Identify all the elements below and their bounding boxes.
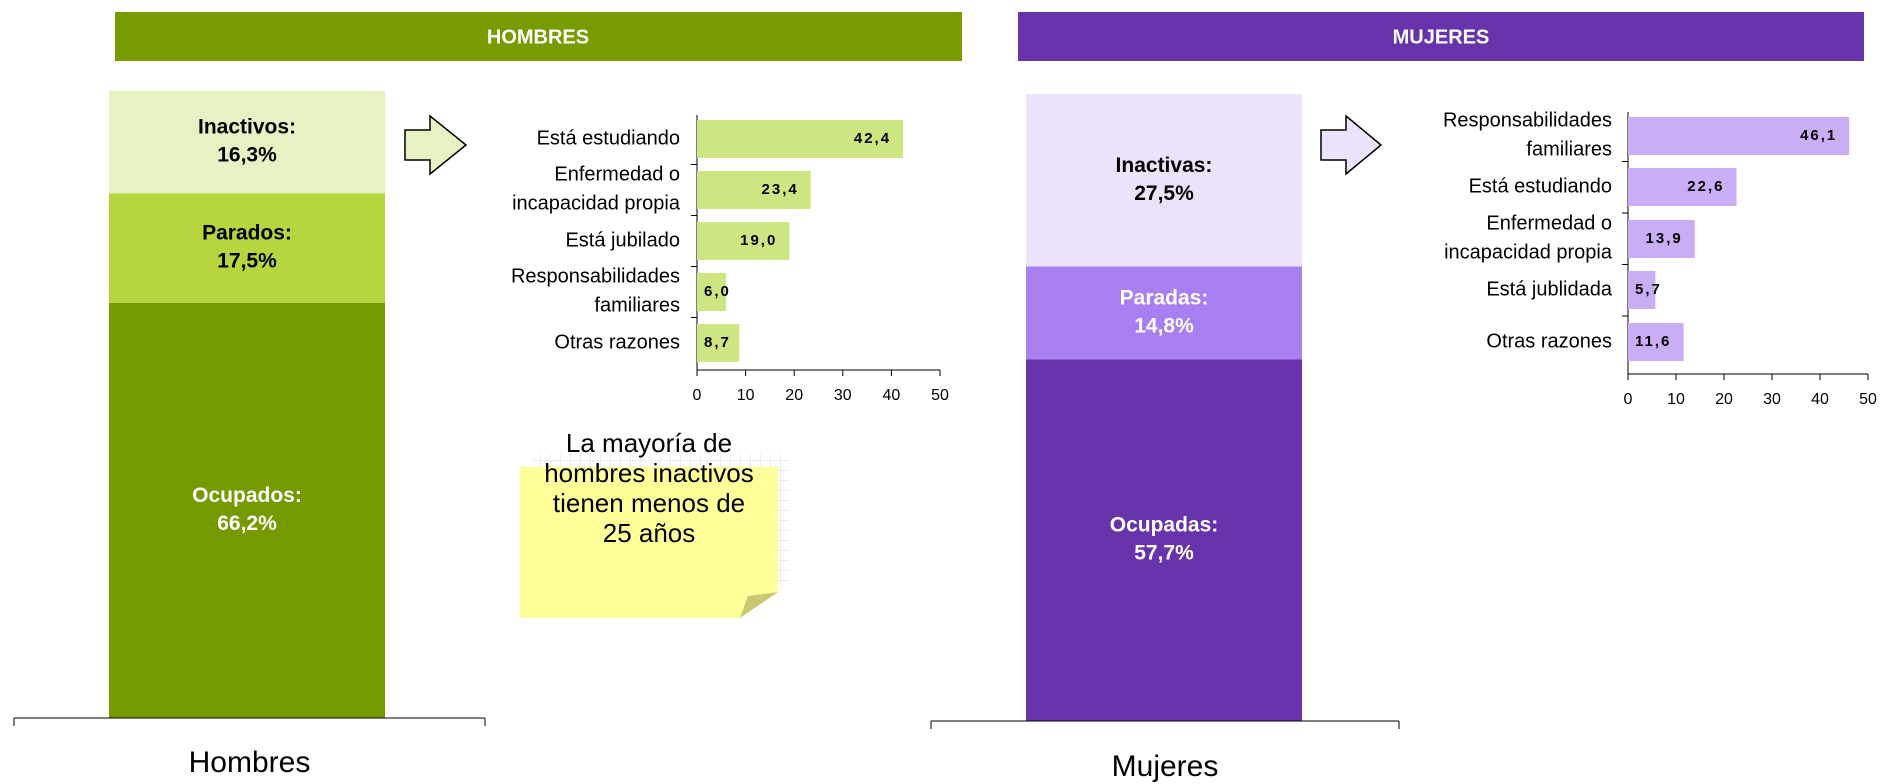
value-label: 6,0 (704, 283, 731, 300)
x-tick-label: 10 (737, 387, 755, 404)
category-label: Está estudiando (537, 127, 680, 149)
segment-name: Inactivos: (198, 116, 296, 139)
value-label: 8,7 (704, 334, 731, 351)
segment-name: Ocupados: (192, 484, 302, 507)
segment-value: 16,3% (217, 144, 277, 167)
x-tick-label: 50 (1859, 391, 1877, 408)
category-label: Enfermedad o incapacidad propia (512, 164, 681, 215)
bar (1628, 323, 1684, 361)
bar (697, 120, 904, 158)
category-label: Enfermedad o incapacidad propia (1444, 213, 1613, 264)
segment-name: Inactivas: (1116, 154, 1213, 177)
category-label: Responsabilidades familiares (511, 266, 680, 317)
bar (1628, 220, 1695, 258)
value-label: 11,6 (1635, 333, 1671, 350)
segment-value: 66,2% (217, 512, 277, 535)
note-fold (740, 592, 778, 618)
bar (697, 324, 740, 362)
bar (697, 273, 727, 311)
header-bar (1018, 12, 1864, 61)
bar-segment (1026, 359, 1302, 721)
segment-name: Paradas: (1120, 286, 1209, 309)
value-label: 5,7 (1635, 281, 1662, 298)
x-tick-label: 40 (1811, 391, 1829, 408)
category-label: Otras razones (1486, 330, 1612, 352)
bar-segment (109, 193, 385, 303)
segment-value: 17,5% (217, 250, 277, 273)
x-tick-label: 20 (785, 387, 803, 404)
x-tick-label: 30 (1763, 391, 1781, 408)
bar (1628, 117, 1850, 155)
segment-value: 14,8% (1134, 314, 1194, 337)
segment-value: 27,5% (1134, 182, 1194, 205)
value-label: 19,0 (740, 232, 777, 249)
bar-segment (1026, 94, 1302, 267)
value-label: 46,1 (1800, 127, 1837, 144)
segment-name: Ocupadas: (1110, 514, 1219, 537)
arrow (1320, 114, 1383, 176)
bar-segment (1026, 266, 1302, 360)
note-text: La mayoría de hombres inactivos tienen men… (544, 428, 754, 548)
category-label: Responsabilidades familiares (1443, 110, 1612, 161)
category-label: Hombres (189, 746, 311, 779)
x-tick-label: 20 (1715, 391, 1733, 408)
x-tick-label: 10 (1667, 391, 1685, 408)
bar (697, 171, 811, 209)
bar (1628, 168, 1737, 206)
note (520, 467, 778, 618)
x-tick-label: 40 (883, 387, 901, 404)
category-label: Mujeres (1112, 750, 1219, 783)
value-label: 42,4 (854, 130, 891, 147)
header: MUJERES (1393, 26, 1490, 48)
value-label: 13,9 (1646, 230, 1683, 247)
category-label: Está jublidada (1486, 278, 1613, 300)
x-tick-label: 50 (931, 387, 949, 404)
arrow (404, 114, 468, 176)
bar (1628, 271, 1656, 309)
category-label: Está estudiando (1469, 175, 1612, 197)
bar-segment (109, 302, 385, 718)
x-tick-label: 0 (693, 387, 702, 404)
value-label: 23,4 (762, 181, 799, 198)
x-tick-label: 0 (1624, 391, 1633, 408)
bar-segment (109, 91, 385, 194)
bar (697, 222, 790, 260)
category-label: Está jubilado (565, 229, 680, 251)
x-tick-label: 30 (834, 387, 852, 404)
header: HOMBRES (487, 26, 589, 48)
segment-name: Parados: (202, 222, 292, 245)
category-label: Otras razones (554, 331, 680, 353)
header-bar (115, 12, 962, 61)
segment-value: 57,7% (1134, 542, 1194, 565)
value-label: 22,6 (1687, 178, 1724, 195)
